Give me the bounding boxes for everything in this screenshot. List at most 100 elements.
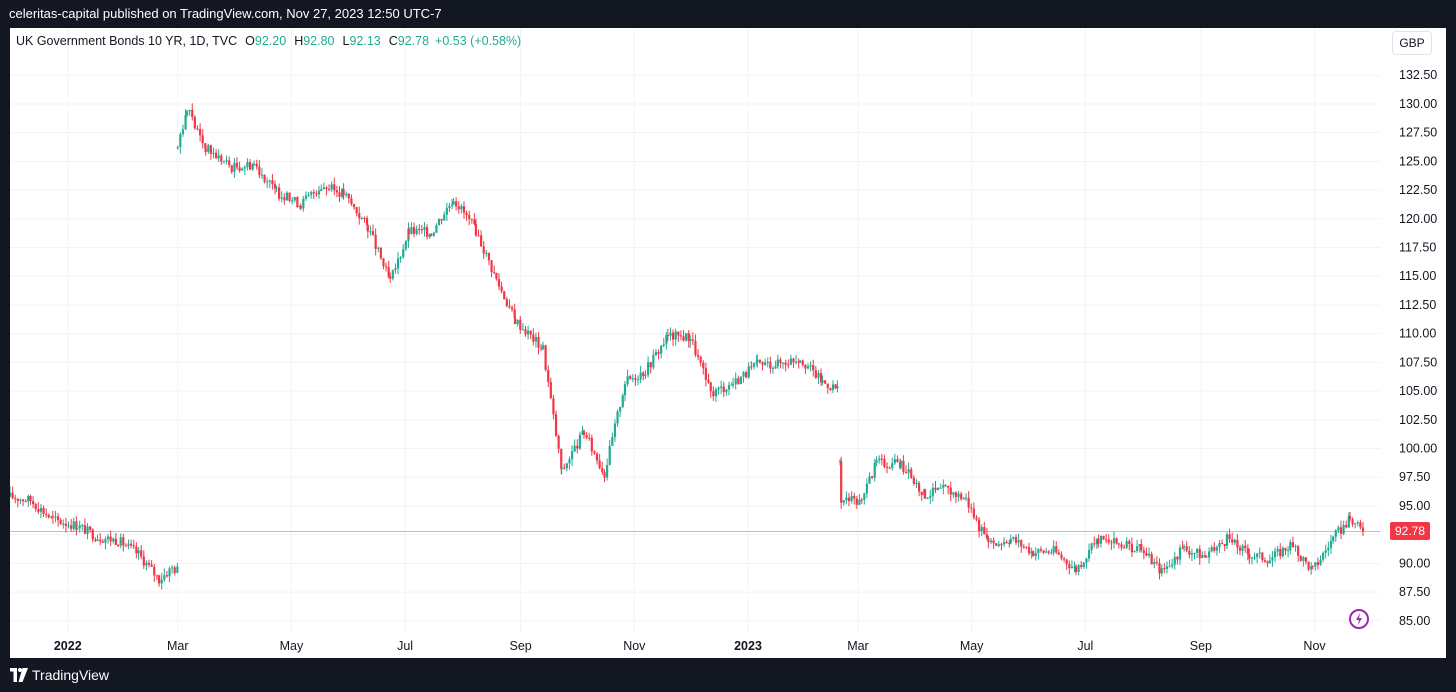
candle-body [557, 435, 560, 449]
candle-body [739, 376, 743, 385]
symbol-title: UK Government Bonds 10 YR, 1D, TVC [16, 34, 238, 48]
candle-body [11, 492, 14, 499]
candle-body [1284, 547, 1287, 551]
candle-body [196, 128, 199, 130]
candle-body [255, 163, 258, 167]
candle-body [1213, 547, 1216, 551]
candle-body [513, 317, 517, 325]
lightning-bolt-icon[interactable] [1349, 609, 1369, 629]
candle-body [917, 482, 921, 492]
candle-body [819, 372, 823, 383]
candle-body [529, 330, 532, 335]
candle-body [524, 329, 527, 335]
candle-body [952, 492, 955, 495]
candle-body [428, 234, 431, 237]
candle-body [781, 362, 785, 364]
candle-body [858, 499, 861, 505]
candle-body [312, 192, 315, 194]
candle-body [1203, 555, 1207, 557]
price-tick-label: 117.50 [1399, 241, 1436, 255]
candle-body [1347, 515, 1350, 528]
candle-body [989, 540, 993, 543]
time-tick-label: 2022 [54, 639, 82, 653]
candle-body [288, 192, 291, 201]
candle-body [238, 167, 241, 171]
candle-body [29, 495, 32, 502]
candle-body [266, 181, 269, 183]
candle-body [72, 521, 75, 529]
time-tick-label: May [960, 639, 984, 653]
candle-body [1244, 545, 1247, 549]
candle-body [176, 146, 179, 148]
price-tick-label: 95.00 [1399, 499, 1430, 513]
candle-body [983, 527, 986, 535]
candle-body [899, 460, 902, 468]
high-value: 92.80 [303, 34, 335, 48]
candle-body [1279, 549, 1282, 557]
currency-button[interactable]: GBP [1392, 31, 1432, 55]
candle-body [212, 152, 215, 154]
candle-body [896, 459, 899, 463]
symbol-legend[interactable]: UK Government Bonds 10 YR, 1D, TVC O92.20… [16, 34, 521, 48]
candle-body [62, 523, 65, 525]
candle-body [1238, 547, 1242, 551]
candle-body [253, 163, 256, 165]
candle-body [1070, 566, 1073, 569]
candle-body [379, 247, 382, 259]
candle-body [761, 362, 764, 365]
candle-body [1065, 559, 1068, 565]
candle-body [679, 335, 683, 337]
candle-body [155, 575, 158, 577]
chart-panel[interactable]: 85.0087.5090.0092.5095.0097.50100.00102.… [10, 28, 1446, 658]
candle-body [382, 258, 385, 267]
candle-body [970, 507, 973, 509]
candle-body [629, 376, 632, 380]
candle-body [824, 380, 827, 384]
candle-body [608, 445, 611, 465]
candle-body [829, 388, 832, 390]
candle-body [962, 498, 965, 500]
candle-body [345, 193, 348, 196]
candle-body [806, 366, 810, 369]
price-axis[interactable]: 85.0087.5090.0092.5095.0097.50100.00102.… [1399, 68, 1437, 628]
candle-body [1052, 546, 1055, 553]
candle-body [78, 525, 81, 529]
candle-body [860, 499, 863, 501]
candle-body [980, 527, 983, 532]
candle-body [482, 246, 485, 254]
candle-body [322, 187, 325, 190]
candle-body [787, 364, 790, 366]
candle-body [410, 227, 413, 234]
candle-body [752, 362, 756, 367]
publish-info: celeritas-capital published on TradingVi… [9, 6, 442, 21]
time-tick-label: Mar [167, 639, 189, 653]
price-tick-label: 125.00 [1399, 154, 1437, 168]
time-axis[interactable]: 2022 Mar May Jul Sep Nov 2023 Mar May Jul Sep Nov [54, 639, 1327, 653]
candle-body [1095, 538, 1098, 545]
candle-body [654, 351, 658, 356]
candle-body [1201, 555, 1204, 559]
candle-body [1348, 515, 1352, 520]
candle-body [1045, 551, 1048, 553]
time-tick-label: May [280, 639, 304, 653]
candle-body [992, 540, 995, 544]
candle-body [64, 523, 68, 526]
candle-body [598, 460, 601, 469]
candle-body [468, 215, 471, 219]
candle-body [1319, 559, 1322, 565]
candle-body [490, 260, 493, 273]
candle-body [727, 385, 731, 390]
candle-body [67, 525, 70, 527]
candle-body [1181, 547, 1184, 549]
candlestick-chart[interactable]: 85.0087.5090.0092.5095.0097.50100.00102.… [10, 28, 1446, 658]
candle-body [462, 206, 466, 213]
candle-body [1150, 553, 1153, 565]
candle-body [1173, 556, 1176, 565]
candle-body [636, 379, 640, 381]
candle-body [432, 232, 435, 236]
candle-body [391, 270, 394, 279]
candle-body [1107, 539, 1110, 543]
candle-body [576, 445, 579, 449]
candle-body [563, 467, 566, 469]
candle-body [707, 379, 710, 383]
